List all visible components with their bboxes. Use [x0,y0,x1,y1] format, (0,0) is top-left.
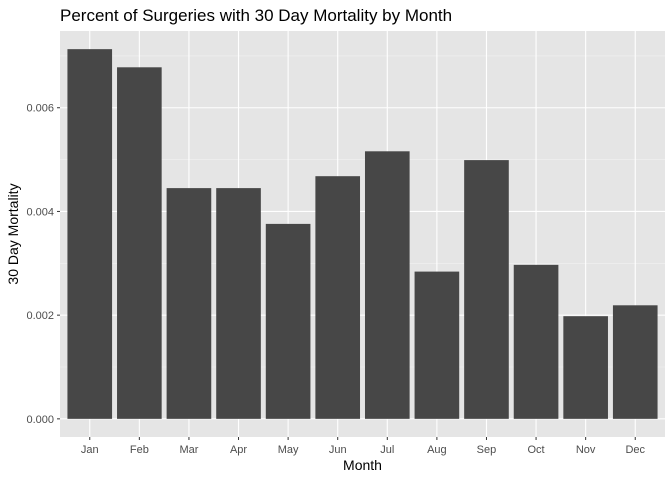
x-axis-title: Month [343,457,382,473]
bar-apr [216,188,261,419]
x-tick-label: Dec [625,444,645,456]
x-tick-label: Apr [230,444,247,456]
x-axis: Jan Feb Mar Apr May Jun Jul Aug Sep Oct Nov Dec [81,437,646,456]
bar-jun [315,176,361,419]
bar-oct [513,264,559,419]
bar-sep [464,160,509,419]
x-tick-label: Jun [329,444,347,456]
x-tick-label: Aug [427,444,447,456]
x-tick-label: Oct [528,444,545,456]
x-tick-label: May [278,444,299,456]
y-tick-label: 0.004 [26,206,54,218]
bar-aug [414,271,460,419]
bar-jan [67,49,113,419]
bar-mar [166,188,212,419]
bar-feb [117,67,162,419]
x-tick-label: Mar [179,444,198,456]
y-tick-label: 0.000 [26,414,54,426]
y-tick-label: 0.002 [26,310,54,322]
x-tick-label: Feb [130,444,149,456]
bar-nov [563,316,608,419]
x-tick-label: Nov [576,444,596,456]
bar-may [265,223,311,419]
x-tick-label: Jan [81,444,99,456]
y-axis-title: 30 Day Mortality [5,183,21,284]
bars [67,49,658,419]
x-tick-label: Sep [477,444,497,456]
bar-dec [612,305,658,419]
y-axis: 0.000 0.002 0.004 0.006 [26,103,60,426]
x-tick-label: Jul [380,444,394,456]
chart-title: Percent of Surgeries with 30 Day Mortali… [60,6,452,25]
bar-jul [364,151,410,419]
y-tick-label: 0.006 [26,103,54,115]
